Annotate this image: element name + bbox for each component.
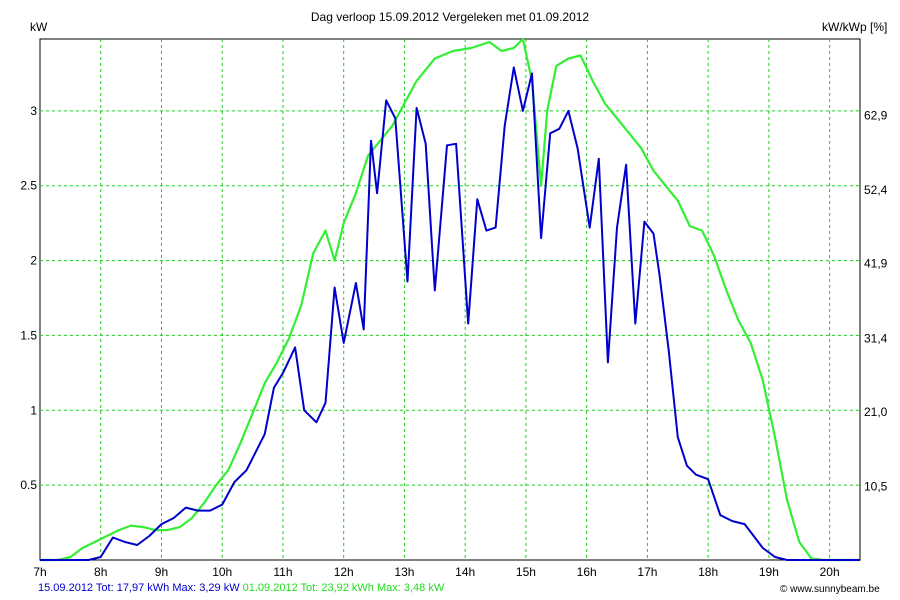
y-tick-label-left: 1.5: [20, 328, 37, 342]
series-lines: [40, 37, 860, 562]
y-tick-label-right: 21,0: [864, 405, 888, 419]
x-tick-label: 9h: [155, 565, 168, 579]
legend-series-2: 01.09.2012 Tot: 23,92 kWh Max: 3,48 kW: [239, 582, 445, 594]
grid-lines: [40, 39, 860, 560]
y-tick-label-left: 2.5: [20, 179, 37, 193]
x-tick-label: 14h: [455, 565, 475, 579]
plot-area: [39, 38, 861, 561]
series-line-2: [40, 37, 860, 562]
x-tick-label: 17h: [637, 565, 657, 579]
legend-series-1: 15.09.2012 Tot: 17,97 kWh Max: 3,29 kW: [38, 582, 240, 594]
y-tick-label-right: 52,4: [864, 183, 888, 197]
credit-text: © www.sunnybeam.be: [780, 584, 880, 595]
x-tick-label: 10h: [212, 565, 232, 579]
x-tick-label: 12h: [334, 565, 354, 579]
chart-title: Dag verloop 15.09.2012 Vergeleken met 01…: [310, 10, 590, 24]
y-axis-label-left: kW: [30, 20, 48, 34]
y-tick-label-right: 10,5: [864, 480, 888, 494]
x-tick-label: 15h: [516, 565, 536, 579]
y-tick-label-left: 2: [30, 254, 37, 268]
y-tick-label-left: 1: [30, 403, 37, 417]
y-tick-label-right: 62,9: [864, 108, 888, 122]
y-tick-label-right: 31,4: [864, 331, 888, 345]
x-tick-label: 11h: [273, 565, 292, 579]
legend: 15.09.2012 Tot: 17,97 kWh Max: 3,29 kW 0…: [38, 582, 444, 594]
x-tick-label: 18h: [698, 565, 718, 579]
y-tick-label-right: 41,9: [864, 257, 888, 271]
x-tick-label: 8h: [94, 565, 107, 579]
x-tick-label: 20h: [820, 565, 840, 579]
x-tick-label: 7h: [33, 565, 46, 579]
y-tick-label-left: 0.5: [20, 478, 37, 492]
y-axis-label-right: kW/kWp [%]: [822, 20, 888, 34]
x-tick-label: 19h: [759, 565, 779, 579]
series-line-1: [40, 66, 860, 561]
x-tick-label: 13h: [394, 565, 414, 579]
x-tick-label: 16h: [577, 565, 597, 579]
y-tick-label-left: 3: [30, 104, 37, 118]
tick-labels: 7h 8h 9h 10h 11h 12h 13h 14h 15h 16h 17h 18h 19h 20h 0…: [20, 104, 887, 579]
